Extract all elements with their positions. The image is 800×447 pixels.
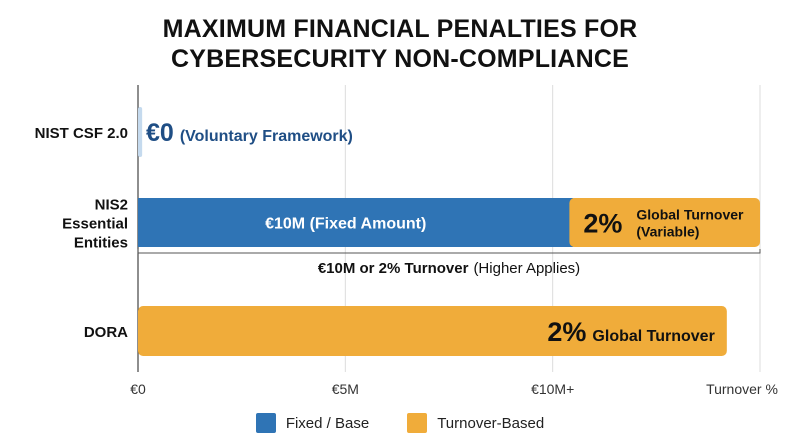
bar-1-segment-1-big: 2% bbox=[583, 209, 622, 239]
bar-1-segment-1-line-1: (Variable) bbox=[636, 224, 699, 240]
legend-label-turnover: Turnover-Based bbox=[437, 414, 545, 432]
chart-title-line-1: MAXIMUM FINANCIAL PENALTIES FOR bbox=[162, 15, 638, 43]
category-label-2-line-0: DORA bbox=[84, 324, 128, 341]
bar-1-segment-0 bbox=[138, 198, 574, 247]
bar-0-label: €0 (Voluntary Framework) bbox=[146, 119, 353, 147]
category-label-1-line-2: Entities bbox=[74, 235, 128, 252]
bar-1-segment-1-line-0: Global Turnover bbox=[636, 207, 744, 223]
chart-title: MAXIMUM FINANCIAL PENALTIES FOR CYBERSEC… bbox=[0, 14, 800, 74]
bar-1-segment-0-label: €10M (Fixed Amount) bbox=[265, 216, 426, 233]
legend-swatch-turnover bbox=[407, 413, 428, 433]
bar-2-segment-0 bbox=[138, 306, 727, 356]
x-tick-label-1: €5M bbox=[332, 381, 359, 397]
bar-1-segment-1 bbox=[569, 198, 760, 247]
bar-0-segment-0 bbox=[138, 107, 143, 157]
x-tick-label-2: €10M+ bbox=[531, 381, 574, 397]
category-label-0-line-0: NIST CSF 2.0 bbox=[35, 125, 128, 142]
category-label-1-line-0: NIS2 bbox=[95, 197, 128, 214]
chart-title-line-2: CYBERSECURITY NON-COMPLIANCE bbox=[171, 45, 629, 73]
bar-1-note: €10M or 2% Turnover (Higher Applies) bbox=[318, 260, 580, 277]
bar-1-bracket bbox=[137, 249, 761, 254]
legend-swatch-fixed bbox=[255, 413, 276, 433]
legend-item-turnover: Turnover-Based bbox=[407, 413, 544, 433]
chart-legend: Fixed / Base Turnover-Based bbox=[0, 413, 800, 433]
x-tick-label-3: Turnover % bbox=[706, 381, 778, 397]
x-tick-label-0: €0 bbox=[130, 381, 146, 397]
bar-2-segment-0-label: 2% Global Turnover bbox=[547, 317, 714, 347]
category-label-1-line-1: Essential bbox=[62, 216, 128, 233]
legend-item-fixed: Fixed / Base bbox=[255, 413, 370, 433]
legend-label-fixed: Fixed / Base bbox=[285, 414, 370, 432]
